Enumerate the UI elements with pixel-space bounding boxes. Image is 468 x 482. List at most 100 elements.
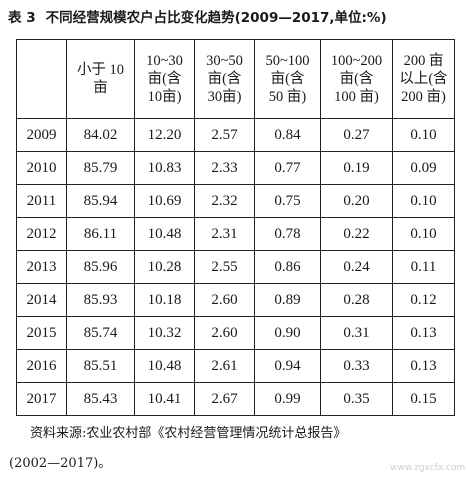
- value-cell: 85.94: [66, 184, 135, 218]
- value-cell: 0.19: [320, 151, 393, 185]
- value-cell: 0.13: [392, 349, 455, 383]
- value-cell: 0.24: [320, 250, 393, 284]
- value-cell: 2.61: [194, 349, 255, 383]
- value-cell: 85.79: [66, 151, 135, 185]
- table-row: 2013 85.96 10.28 2.55 0.86 0.24 0.11: [16, 250, 455, 284]
- table-title: 不同经营规模农户占比变化趋势(2009—2017,单位:%): [45, 10, 387, 26]
- header-line: 100 亩): [334, 89, 379, 105]
- header-cell: 200 亩以上(含 200 亩): [392, 39, 455, 119]
- table-row: 2009 84.02 12.20 2.57 0.84 0.27 0.10: [16, 118, 455, 152]
- year-cell: 2017: [16, 382, 67, 416]
- value-cell: 0.94: [254, 349, 321, 383]
- year-cell: 2013: [16, 250, 67, 284]
- value-cell: 2.33: [194, 151, 255, 185]
- value-cell: 0.31: [320, 316, 393, 350]
- table-row: 2015 85.74 10.32 2.60 0.90 0.31 0.13: [16, 316, 455, 350]
- value-cell: 0.12: [392, 283, 455, 317]
- header-cell: 50~100 亩(含 50 亩): [254, 39, 321, 119]
- header-cell: 100~200 亩(含 100 亩): [320, 39, 393, 119]
- value-cell: 85.51: [66, 349, 135, 383]
- value-cell: 86.11: [66, 217, 135, 251]
- table-row: 2011 85.94 10.69 2.32 0.75 0.20 0.10: [16, 184, 455, 218]
- value-cell: 85.93: [66, 283, 135, 317]
- value-cell: 2.60: [194, 316, 255, 350]
- header-line: 10亩): [147, 89, 182, 105]
- value-cell: 2.32: [194, 184, 255, 218]
- header-line: 100~200: [330, 53, 383, 69]
- header-line: 亩(含: [270, 71, 305, 87]
- value-cell: 0.35: [320, 382, 393, 416]
- value-cell: 0.99: [254, 382, 321, 416]
- year-cell: 2010: [16, 151, 67, 185]
- header-line: 10~30: [146, 53, 183, 69]
- year-cell: 2012: [16, 217, 67, 251]
- value-cell: 0.10: [392, 184, 455, 218]
- data-table: 小于 10 亩 10~30 亩(含 10亩) 30~50 亩(含 30亩) 50~100 亩(含 5…: [16, 39, 455, 416]
- value-cell: 10.28: [134, 250, 195, 284]
- header-line: 亩(含: [147, 71, 182, 87]
- value-cell: 0.10: [392, 118, 455, 152]
- value-cell: 0.15: [392, 382, 455, 416]
- value-cell: 10.41: [134, 382, 195, 416]
- value-cell: 12.20: [134, 118, 195, 152]
- header-line: 亩(含: [207, 71, 242, 87]
- value-cell: 2.31: [194, 217, 255, 251]
- value-cell: 0.86: [254, 250, 321, 284]
- value-cell: 10.48: [134, 349, 195, 383]
- value-cell: 0.28: [320, 283, 393, 317]
- value-cell: 10.18: [134, 283, 195, 317]
- value-cell: 2.67: [194, 382, 255, 416]
- value-cell: 10.48: [134, 217, 195, 251]
- value-cell: 2.57: [194, 118, 255, 152]
- header-line: 200 亩: [403, 53, 444, 69]
- header-line: 30~50: [206, 53, 243, 69]
- value-cell: 85.43: [66, 382, 135, 416]
- table-row: 2016 85.51 10.48 2.61 0.94 0.33 0.13: [16, 349, 455, 383]
- header-line: 50~100: [265, 53, 310, 69]
- table-number: 表 3: [8, 10, 36, 26]
- value-cell: 0.11: [392, 250, 455, 284]
- value-cell: 85.74: [66, 316, 135, 350]
- year-cell: 2016: [16, 349, 67, 383]
- source-note: 资料来源:农业农村部《农村经营管理情况统计总报告》: [30, 426, 347, 441]
- value-cell: 0.27: [320, 118, 393, 152]
- header-line: 200 亩): [401, 89, 446, 105]
- header-cell-year: [16, 39, 67, 119]
- table-row: 2010 85.79 10.83 2.33 0.77 0.19 0.09: [16, 151, 455, 185]
- value-cell: 0.75: [254, 184, 321, 218]
- year-cell: 2014: [16, 283, 67, 317]
- value-cell: 0.90: [254, 316, 321, 350]
- table-row: 2012 86.11 10.48 2.31 0.78 0.22 0.10: [16, 217, 455, 251]
- header-line: 亩(含: [339, 71, 374, 87]
- table-row: 2014 85.93 10.18 2.60 0.89 0.28 0.12: [16, 283, 455, 317]
- table-row: 2017 85.43 10.41 2.67 0.99 0.35 0.15: [16, 382, 455, 416]
- header-cell: 小于 10 亩: [66, 39, 135, 119]
- value-cell: 2.60: [194, 283, 255, 317]
- value-cell: 84.02: [66, 118, 135, 152]
- header-line: 亩: [93, 80, 108, 96]
- header-line: 50 亩): [268, 89, 307, 105]
- value-cell: 0.10: [392, 217, 455, 251]
- value-cell: 2.55: [194, 250, 255, 284]
- value-cell: 10.83: [134, 151, 195, 185]
- value-cell: 0.78: [254, 217, 321, 251]
- year-cell: 2011: [16, 184, 67, 218]
- header-line: 以上(含: [399, 71, 448, 87]
- table-body: 2009 84.02 12.20 2.57 0.84 0.27 0.10 2010 85.79 1…: [16, 118, 455, 416]
- value-cell: 0.09: [392, 151, 455, 185]
- value-cell: 0.20: [320, 184, 393, 218]
- value-cell: 85.96: [66, 250, 135, 284]
- value-cell: 0.77: [254, 151, 321, 185]
- value-cell: 0.89: [254, 283, 321, 317]
- value-cell: 0.33: [320, 349, 393, 383]
- value-cell: 0.22: [320, 217, 393, 251]
- header-cell: 30~50 亩(含 30亩): [194, 39, 255, 119]
- value-cell: 0.84: [254, 118, 321, 152]
- header-line: 小于 10: [76, 62, 125, 78]
- value-cell: 10.69: [134, 184, 195, 218]
- watermark-url: www.zgxcfx.com: [390, 463, 466, 473]
- year-cell: 2009: [16, 118, 67, 152]
- header-line: 30亩): [207, 89, 242, 105]
- header-row: 小于 10 亩 10~30 亩(含 10亩) 30~50 亩(含 30亩) 50~100 亩(含 5…: [16, 39, 455, 119]
- value-cell: 10.32: [134, 316, 195, 350]
